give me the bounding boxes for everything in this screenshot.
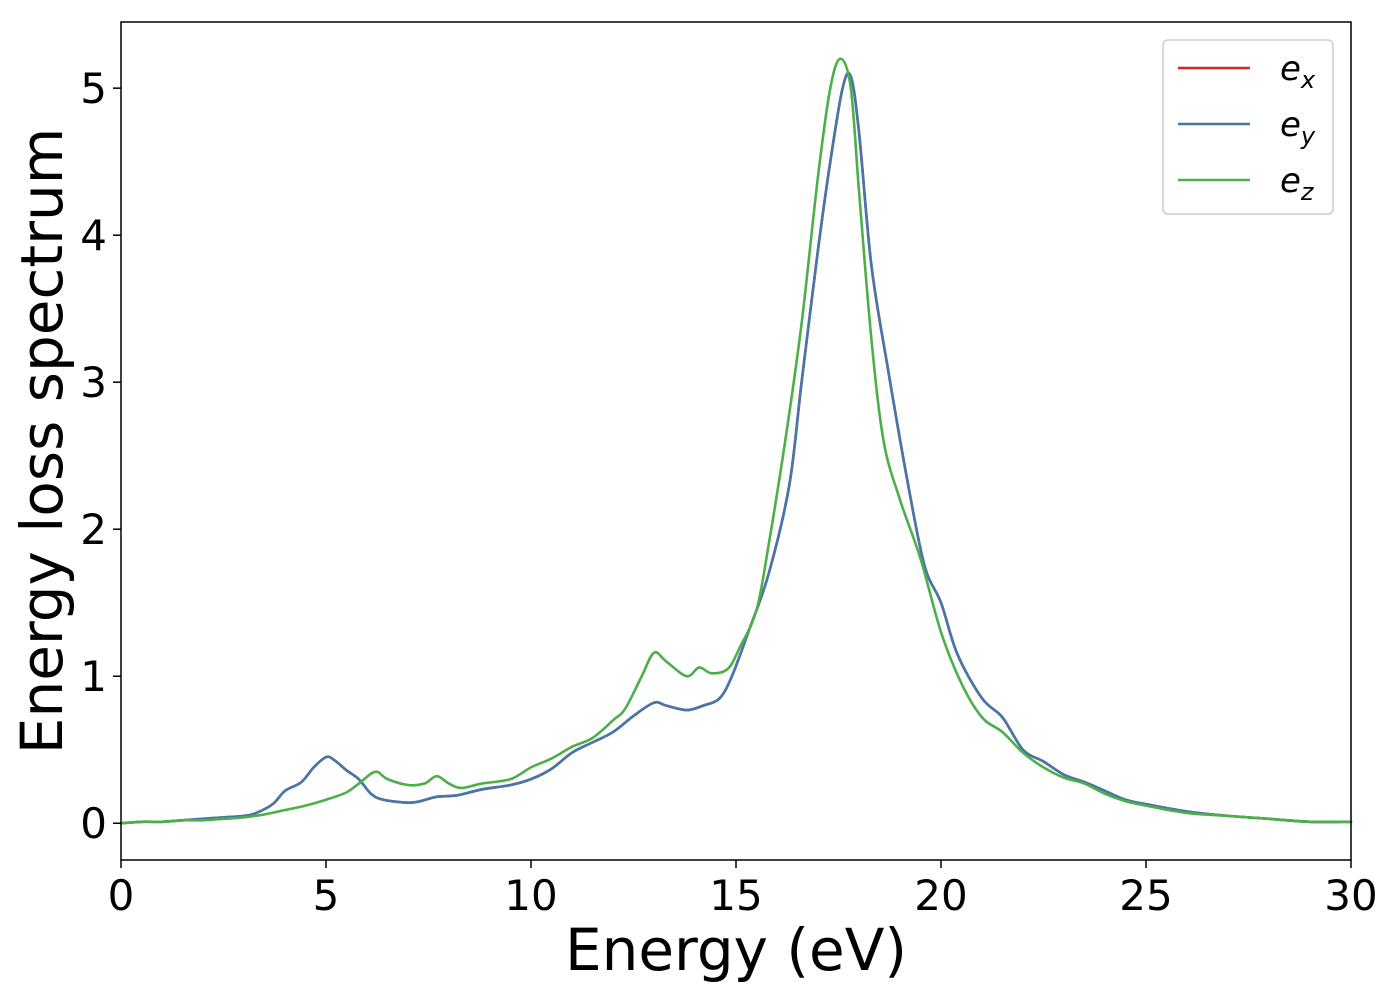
y-axis-ticks: 0 1 2 3 4 5 <box>80 64 121 848</box>
legend-entries: ex ey ez <box>1178 49 1316 206</box>
x-tick-label: 10 <box>504 871 557 920</box>
legend: ex ey ez <box>1162 39 1334 215</box>
series-layer <box>119 57 1353 825</box>
y-tick-label: 2 <box>80 505 107 554</box>
y-tick-label: 5 <box>80 64 107 113</box>
x-tick-label: 30 <box>1324 871 1377 920</box>
legend-label-z: ez <box>1280 161 1315 206</box>
x-tick-label: 15 <box>709 871 762 920</box>
y-tick-label: 0 <box>80 799 107 848</box>
y-tick-label: 3 <box>80 358 107 407</box>
series-line-z <box>119 57 1353 825</box>
y-axis-label: Energy loss spectrum <box>8 128 76 754</box>
x-tick-label: 0 <box>108 871 135 920</box>
x-axis-ticks: 0 5 10 15 20 25 30 <box>108 860 1378 920</box>
x-axis-label: Energy (eV) <box>565 916 907 984</box>
y-tick-label: 1 <box>80 652 107 701</box>
series-line-y <box>119 71 1353 825</box>
x-tick-label: 5 <box>313 871 340 920</box>
legend-label-x: ex <box>1280 49 1316 94</box>
legend-label-y: ey <box>1280 105 1316 150</box>
y-tick-label: 4 <box>80 211 107 260</box>
legend-box <box>1162 39 1334 215</box>
x-tick-label: 20 <box>914 871 967 920</box>
x-tick-label: 25 <box>1119 871 1172 920</box>
